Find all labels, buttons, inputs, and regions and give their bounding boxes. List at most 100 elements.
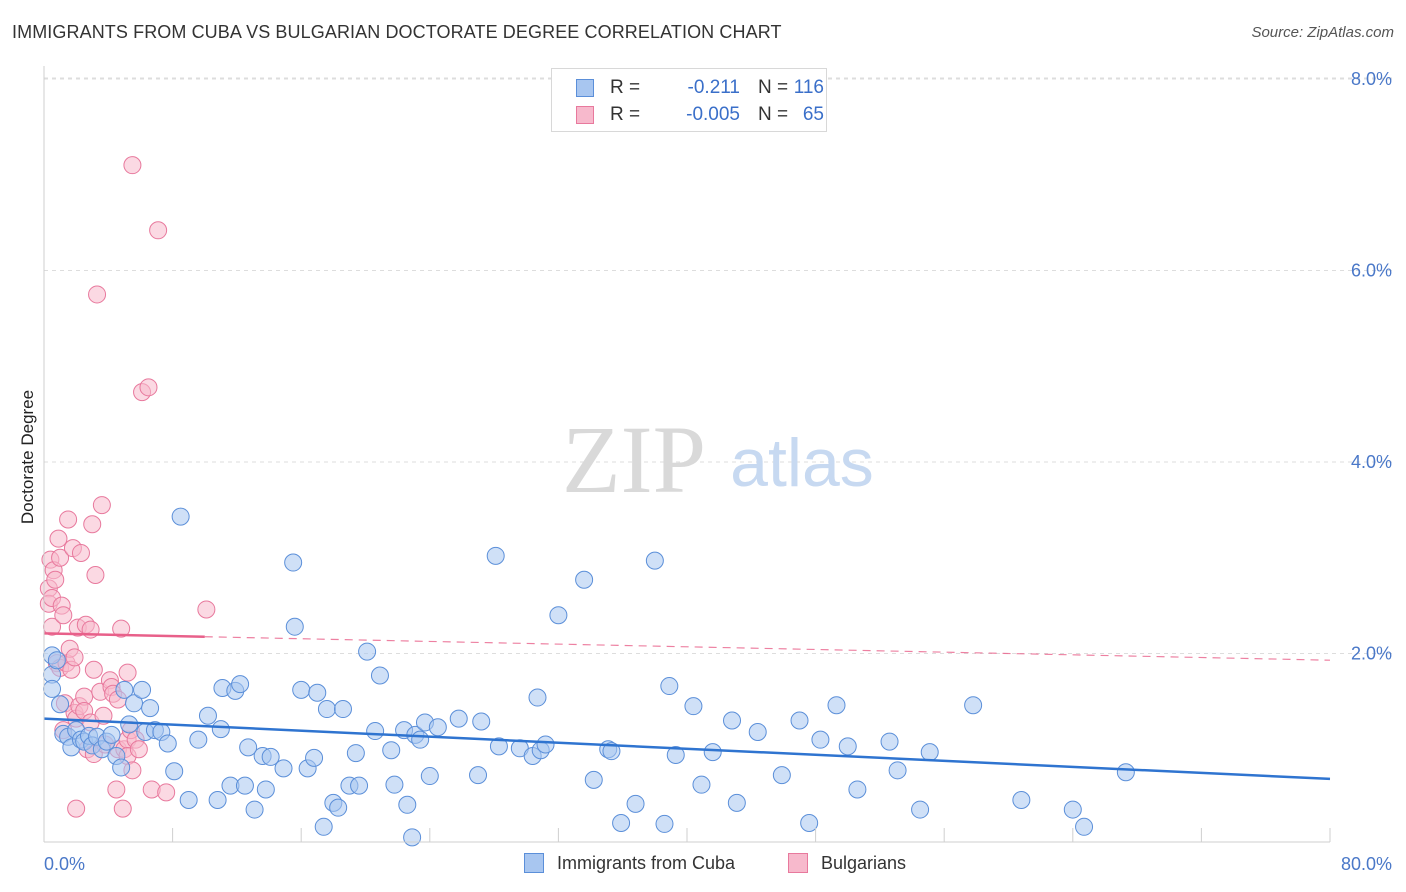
cuba-point bbox=[692, 775, 711, 794]
bulgarians-legend-label: Bulgarians bbox=[821, 853, 907, 873]
cuba-point bbox=[208, 790, 227, 809]
cuba-point bbox=[888, 761, 907, 780]
bulgarians-point bbox=[51, 548, 70, 567]
watermark-zip: ZIP bbox=[562, 406, 706, 513]
cuba-point bbox=[346, 744, 365, 763]
cuba-point bbox=[158, 734, 177, 753]
cuba-point bbox=[449, 709, 468, 728]
bulgarians-point bbox=[113, 799, 132, 818]
cuba-point bbox=[133, 680, 152, 699]
cuba-point bbox=[549, 606, 568, 625]
cuba-point bbox=[827, 696, 846, 715]
cuba-point bbox=[626, 794, 645, 813]
bulgarians-point bbox=[65, 648, 84, 667]
cuba-legend-swatch bbox=[524, 853, 544, 873]
cuba-point bbox=[329, 798, 348, 817]
bulgarians-point bbox=[112, 619, 131, 638]
cuba-point bbox=[47, 651, 66, 670]
cuba-point bbox=[1012, 790, 1031, 809]
trend-lines bbox=[43, 632, 1331, 781]
cuba-point bbox=[800, 813, 819, 832]
bulgarians-point bbox=[92, 496, 111, 515]
bulgarians-point bbox=[149, 221, 168, 240]
chart-title: IMMIGRANTS FROM CUBA VS BULGARIAN DOCTOR… bbox=[12, 22, 782, 42]
bulgarians-points bbox=[39, 156, 216, 818]
x-tick-label-right: 80.0% bbox=[1341, 854, 1392, 874]
watermark-atlas: atlas bbox=[730, 425, 874, 501]
cuba-point bbox=[1063, 800, 1082, 819]
cuba-point bbox=[486, 546, 505, 565]
cuba-point bbox=[645, 551, 664, 570]
cuba-point bbox=[602, 742, 621, 761]
cuba-point bbox=[811, 730, 830, 749]
cuba-point bbox=[317, 700, 336, 719]
cuba-point bbox=[528, 688, 547, 707]
cuba-point bbox=[141, 699, 160, 718]
cuba-point bbox=[274, 759, 293, 778]
bulgarians-swatch bbox=[576, 106, 594, 124]
cuba-point bbox=[165, 762, 184, 781]
r-label: R = bbox=[610, 77, 641, 98]
cuba-point bbox=[920, 743, 939, 762]
cuba-point bbox=[120, 715, 139, 734]
cuba-point bbox=[256, 780, 275, 799]
source-label: Source: ZipAtlas.com bbox=[1251, 24, 1394, 41]
cuba-point bbox=[727, 793, 746, 812]
r-value: -0.005 bbox=[686, 104, 740, 125]
bulgarians-point bbox=[71, 543, 90, 562]
cuba-point bbox=[428, 718, 447, 737]
cuba-point bbox=[703, 743, 722, 762]
y-tick-label: 2.0% bbox=[1351, 644, 1392, 664]
cuba-point bbox=[245, 800, 264, 819]
cuba-point bbox=[411, 730, 430, 749]
y-tick-label: 8.0% bbox=[1351, 69, 1392, 89]
cuba-point bbox=[261, 747, 280, 766]
n-value: 116 bbox=[793, 77, 824, 98]
cuba-point bbox=[284, 553, 303, 572]
cuba-legend-label: Immigrants from Cuba bbox=[557, 853, 736, 873]
bulgarians-point bbox=[197, 600, 216, 619]
n-label: N = bbox=[758, 77, 789, 98]
bulgarians-point bbox=[54, 606, 73, 625]
cuba-point bbox=[666, 745, 685, 764]
cuba-point bbox=[612, 813, 631, 832]
cuba-trend-line bbox=[43, 717, 1331, 781]
cuba-point bbox=[385, 775, 404, 794]
cuba-point bbox=[314, 817, 333, 836]
r-label: R = bbox=[610, 104, 641, 125]
cuba-point bbox=[51, 695, 70, 714]
cuba-point bbox=[112, 758, 131, 777]
cuba-point bbox=[285, 617, 304, 636]
bulgarians-trend-line-solid bbox=[43, 632, 205, 638]
bulgarians-trend-line-dashed bbox=[204, 636, 1331, 661]
cuba-point bbox=[584, 770, 603, 789]
cuba-point bbox=[472, 712, 491, 731]
bulgarians-point bbox=[83, 515, 102, 534]
y-tick-label: 4.0% bbox=[1351, 452, 1392, 472]
cuba-point bbox=[350, 776, 369, 795]
cuba-point bbox=[308, 683, 327, 702]
r-value: -0.211 bbox=[687, 77, 740, 98]
cuba-point bbox=[231, 675, 250, 694]
bulgarians-point bbox=[84, 660, 103, 679]
cuba-point bbox=[684, 697, 703, 716]
bulgarians-point bbox=[118, 663, 137, 682]
cuba-point bbox=[911, 800, 930, 819]
cuba-point bbox=[211, 720, 230, 739]
stats-legend: R = -0.211 N = 116 R = -0.005 N = 65 bbox=[551, 68, 827, 132]
bulgarians-point bbox=[107, 780, 126, 799]
cuba-point bbox=[848, 780, 867, 799]
cuba-point bbox=[102, 725, 121, 744]
cuba-point bbox=[235, 776, 254, 795]
cuba-point bbox=[403, 828, 422, 847]
cuba-point bbox=[469, 766, 488, 785]
grid-layer bbox=[44, 77, 1392, 654]
cuba-point bbox=[536, 735, 555, 754]
cuba-point bbox=[772, 766, 791, 785]
bulgarians-point bbox=[59, 510, 78, 529]
cuba-swatch bbox=[576, 79, 594, 97]
bulgarians-legend-swatch bbox=[788, 853, 808, 873]
cuba-point bbox=[1075, 817, 1094, 836]
cuba-point bbox=[420, 767, 439, 786]
